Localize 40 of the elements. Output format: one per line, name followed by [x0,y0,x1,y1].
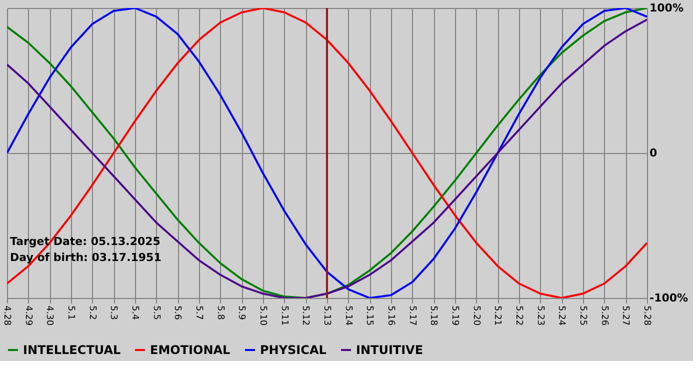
x-tick-label: 5.16 [386,306,396,326]
x-tick-label: 5.11 [278,306,289,326]
x-tick-label: 5.21 [492,306,502,326]
x-tick-label: 5.25 [578,306,588,326]
x-tick-label: 5.3 [108,306,118,320]
x-tick-label: 5.14 [342,306,353,326]
x-tick-label: 5.10 [258,306,268,326]
x-tick-label: 5.24 [556,306,566,326]
x-tick-label: 4.28 [2,306,12,326]
x-tick-label: 5.12 [300,306,310,326]
x-tick-label: 5.13 [322,306,332,326]
legend-label: INTUITIVE [356,343,424,357]
legend-label: PHYSICAL [260,343,327,357]
x-tick-label: 4.29 [22,306,33,326]
x-tick-label: 5.15 [364,306,374,326]
y-tick-label: 100% [650,2,684,14]
x-tick-label: 5.6 [172,306,182,320]
x-tick-label: 5.27 [620,306,630,326]
x-tick-label: 4.30 [44,306,54,326]
x-tick-label: 5.26 [598,306,609,326]
y-tick-label: -100% [650,292,688,304]
y-tick-label: 0 [650,146,658,160]
x-tick-label: 5.18 [428,306,438,326]
x-tick-label: 5.2 [86,306,97,320]
x-tick-label: 5.9 [236,306,246,320]
legend-label: EMOTIONAL [150,343,231,357]
x-tick-label: 5.1 [66,306,76,320]
x-tick-label: 5.7 [194,306,204,320]
x-tick-label: 5.19 [450,306,460,326]
x-tick-label: 5.8 [214,306,225,320]
x-tick-label: 5.28 [642,306,652,326]
x-tick-label: 5.5 [150,306,161,320]
x-tick-label: 5.22 [514,306,524,326]
x-tick-label: 5.23 [534,306,545,326]
x-tick-label: 5.4 [130,306,140,320]
annotation: Day of birth: 03.17.1951 [10,251,162,264]
annotation: Target Date: 05.13.2025 [10,235,160,248]
legend-label: INTELLECTUAL [23,343,122,357]
x-tick-label: 5.17 [406,306,417,326]
x-tick-label: 5.20 [470,306,481,326]
